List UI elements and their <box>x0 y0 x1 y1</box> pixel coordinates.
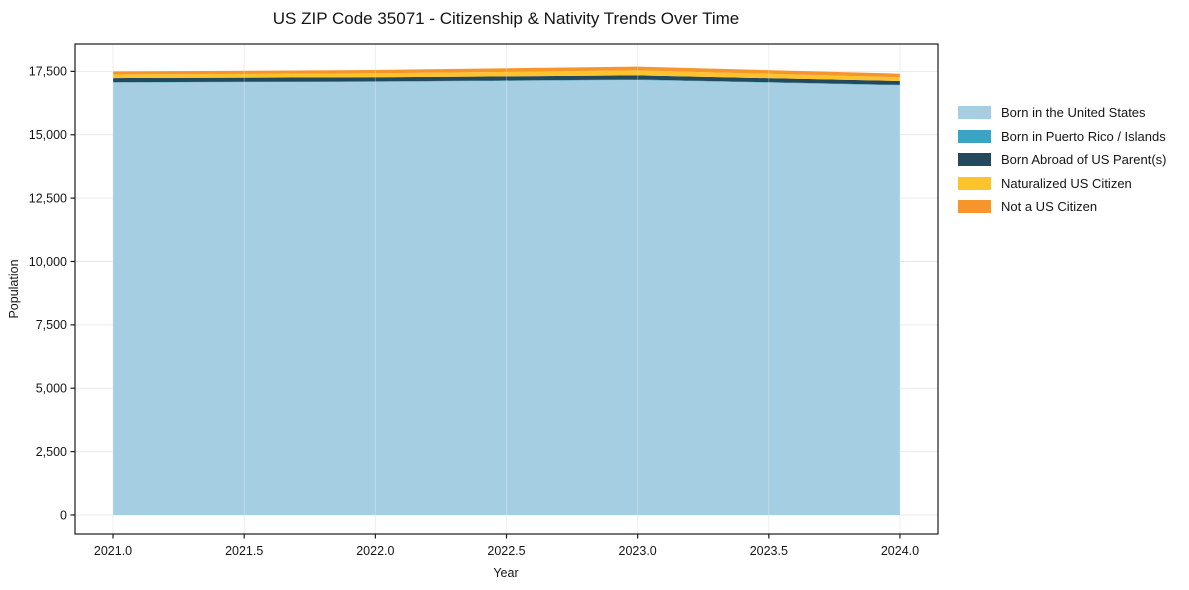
area-naturalized-us-citizen <box>113 70 900 81</box>
legend-label: Born in Puerto Rico / Islands <box>1001 128 1166 144</box>
area-born-in-puerto-rico-islands <box>113 79 900 86</box>
legend-item-born-in-the-united-states: Born in the United States <box>958 106 1166 119</box>
area-born-in-the-united-states <box>113 80 900 515</box>
x-tick-label: 2023.0 <box>619 544 657 558</box>
legend-swatch-icon <box>958 200 991 213</box>
area-born-abroad-of-us-parent-s <box>113 75 900 85</box>
y-tick-label: 2,500 <box>36 445 67 459</box>
x-axis-label: Year <box>493 566 519 580</box>
x-tick-label: 2024.0 <box>881 544 919 558</box>
y-tick-label: 7,500 <box>36 318 67 332</box>
legend-label: Naturalized US Citizen <box>1001 175 1132 191</box>
x-tick-label: 2021.5 <box>225 544 263 558</box>
y-tick-label: 12,500 <box>29 191 67 205</box>
y-tick-label: 5,000 <box>36 382 67 396</box>
legend-item-born-abroad-of-us-parent-s: Born Abroad of US Parent(s) <box>958 153 1166 166</box>
legend-swatch-icon <box>958 176 991 190</box>
x-tick-label: 2023.5 <box>750 544 788 558</box>
legend-label: Not a US Citizen <box>1001 199 1098 214</box>
area-not-a-us-citizen <box>113 66 900 78</box>
legend-item-naturalized-us-citizen: Naturalized US Citizen <box>958 175 1166 191</box>
legend-label: Born in the United States <box>1001 105 1146 120</box>
legend-item-not-a-us-citizen: Not a US Citizen <box>958 200 1166 213</box>
legend: Born in the United States Born in Puerto … <box>958 106 1166 224</box>
y-tick-label: 0 <box>60 508 67 522</box>
x-tick-label: 2022.0 <box>356 544 394 558</box>
y-tick-label: 17,500 <box>29 65 67 79</box>
chart-title: US ZIP Code 35071 - Citizenship & Nativi… <box>272 9 740 28</box>
x-tick-label: 2021.0 <box>94 544 132 558</box>
legend-swatch-icon <box>958 153 991 166</box>
legend-swatch-icon <box>958 106 991 119</box>
y-tick-label: 10,000 <box>29 255 67 269</box>
legend-label: Born Abroad of US Parent(s) <box>1001 152 1167 167</box>
y-axis-label: Population <box>7 259 21 319</box>
legend-item-born-in-puerto-rico-islands: Born in Puerto Rico / Islands <box>958 128 1166 144</box>
x-tick-label: 2022.5 <box>487 544 525 558</box>
y-tick-label: 15,000 <box>29 128 67 142</box>
legend-swatch-icon <box>958 129 991 143</box>
